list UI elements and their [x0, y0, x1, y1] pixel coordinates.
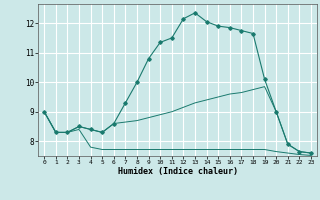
X-axis label: Humidex (Indice chaleur): Humidex (Indice chaleur): [118, 167, 238, 176]
